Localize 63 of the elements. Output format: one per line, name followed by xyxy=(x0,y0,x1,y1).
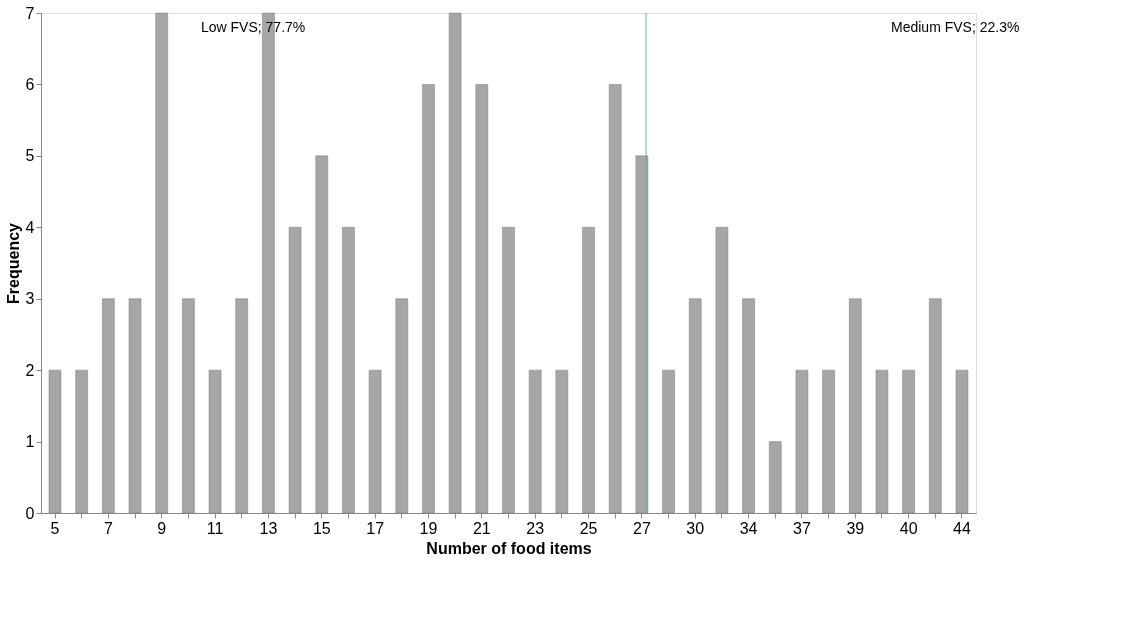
bar xyxy=(315,155,329,514)
bar xyxy=(342,227,355,514)
bar xyxy=(208,369,222,514)
x-tick-label: 39 xyxy=(846,519,865,537)
x-tick-label: 11 xyxy=(206,519,224,537)
bar xyxy=(182,298,195,514)
x-tick-label: 15 xyxy=(312,519,331,537)
y-tick-label: 1 xyxy=(25,433,35,451)
y-tick-label: 6 xyxy=(25,75,35,93)
bar xyxy=(902,369,915,514)
x-tick-label: 25 xyxy=(579,519,598,537)
x-tick-label: 9 xyxy=(157,519,167,537)
y-tick-label: 0 xyxy=(25,504,35,522)
bar xyxy=(528,369,542,514)
bar xyxy=(75,369,88,514)
bar xyxy=(929,298,942,514)
x-tick-label: 34 xyxy=(739,519,758,537)
annotation: Low FVS; 77.7% xyxy=(201,19,306,35)
x-tick-label: 5 xyxy=(50,519,60,537)
bar xyxy=(102,298,115,514)
x-tick-label: 19 xyxy=(419,519,438,537)
y-tick-label: 4 xyxy=(25,218,35,236)
bar xyxy=(742,298,755,514)
x-tick-label: 21 xyxy=(472,519,491,537)
x-tick-label: 30 xyxy=(686,519,705,537)
bar xyxy=(555,369,569,514)
y-tick-label: 2 xyxy=(25,361,35,379)
bar xyxy=(448,12,462,514)
bar xyxy=(235,298,248,514)
bar xyxy=(502,227,515,514)
bar xyxy=(955,369,969,514)
x-tick-label: 13 xyxy=(259,519,278,537)
bar xyxy=(395,298,409,514)
y-tick-label: 3 xyxy=(25,290,35,308)
bar xyxy=(662,369,675,514)
x-tick-label: 7 xyxy=(103,519,113,537)
x-tick-label: 27 xyxy=(632,519,651,537)
bar xyxy=(822,369,835,514)
x-tick-label: 44 xyxy=(953,519,971,537)
bar xyxy=(688,298,702,514)
bar xyxy=(795,369,809,514)
x-tick-label: 37 xyxy=(793,519,811,537)
bar xyxy=(769,441,782,514)
y-tick-label: 5 xyxy=(25,147,35,165)
bar xyxy=(608,84,622,514)
bar xyxy=(475,84,489,514)
x-tick-label: 40 xyxy=(899,519,918,537)
y-axis-title: Frequency xyxy=(4,222,22,304)
bar xyxy=(368,369,382,514)
x-tick-label: 23 xyxy=(526,519,545,537)
bar xyxy=(155,12,168,514)
bar xyxy=(849,298,862,514)
bar xyxy=(422,84,435,514)
x-tick-label: 17 xyxy=(366,519,385,537)
y-tick-label: 7 xyxy=(25,4,35,22)
bar xyxy=(288,227,302,514)
bar xyxy=(875,369,889,514)
bar xyxy=(48,369,62,514)
bar xyxy=(582,227,595,514)
x-axis-title: Number of food items xyxy=(426,539,592,557)
bar xyxy=(128,298,142,514)
bar xyxy=(715,227,729,514)
annotation: Medium FVS; 22.3% xyxy=(891,19,1020,35)
